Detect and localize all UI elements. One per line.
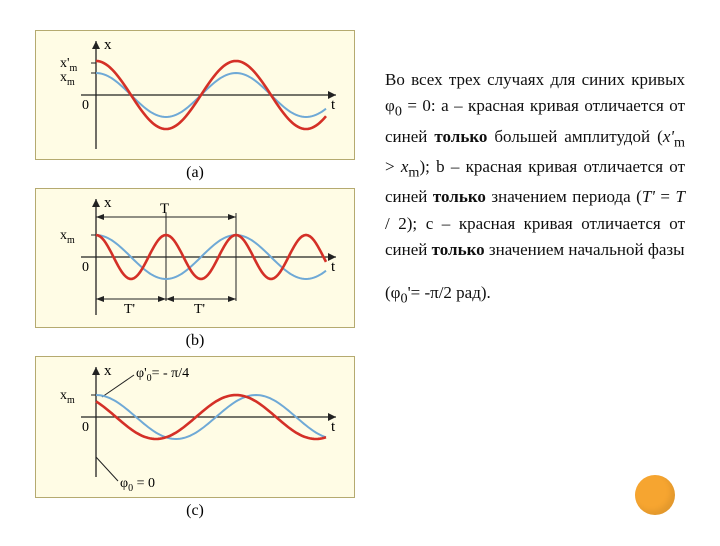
caption-a: (a)	[35, 164, 355, 182]
panel-c: t x 0 xm φ'0= - π/4 φ0 = 0	[35, 356, 355, 498]
zero-label: 0	[82, 98, 89, 113]
svg-text:x: x	[104, 195, 112, 211]
svg-text:0: 0	[82, 260, 89, 275]
panel-b: t x 0 xm T T'	[35, 188, 355, 328]
period-Tprime-label-2: T'	[194, 302, 205, 317]
svg-text:xm: xm	[60, 228, 75, 246]
panel-a: t x 0 x'm xm	[35, 30, 355, 160]
accent-circle	[635, 475, 675, 515]
svg-text:0: 0	[82, 420, 89, 435]
description-text: Во всех трех случаях для синих кривых φ0…	[385, 30, 685, 526]
t-axis-label: t	[331, 97, 336, 113]
paragraph-1: Во всех трех случаях для синих кривых φ0…	[385, 67, 685, 263]
phi-label: φ0 = 0	[120, 476, 155, 494]
period-Tprime-label-1: T'	[124, 302, 135, 317]
svg-text:x: x	[104, 363, 112, 379]
svg-text:t: t	[331, 419, 336, 435]
phi-prime-label: φ'0= - π/4	[136, 366, 189, 384]
svg-text:xm: xm	[60, 388, 75, 406]
figure-column: t x 0 x'm xm (a) t	[35, 30, 355, 526]
period-T-label: T	[160, 201, 169, 217]
paragraph-2: (φ0'= -π/2 рад).	[385, 280, 685, 310]
caption-b: (b)	[35, 332, 355, 350]
caption-c: (c)	[35, 502, 355, 520]
svg-text:t: t	[331, 259, 336, 275]
x-axis-label: x	[104, 37, 112, 53]
